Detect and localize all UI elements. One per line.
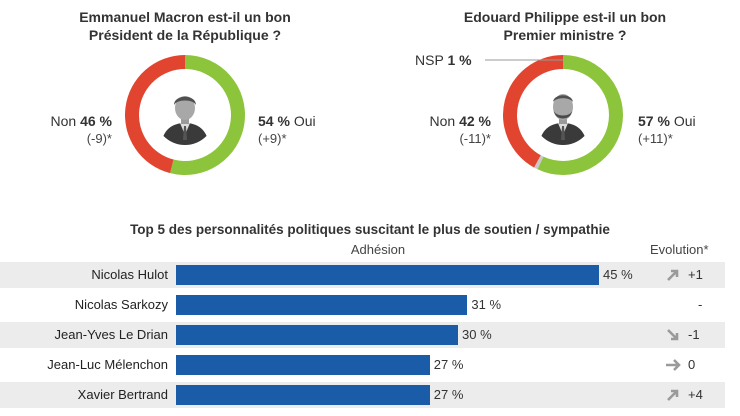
arrow-down-icon	[667, 329, 679, 341]
philippe-non-label: Non 42 % (-11)*	[405, 113, 492, 147]
macron-oui-pct: 54 %	[258, 113, 290, 129]
bar-value-label: 27 %	[433, 357, 464, 372]
donut-slice-non	[503, 55, 563, 168]
evolution-value: -1	[688, 327, 700, 342]
macron-title-line1: Emmanuel Macron est-il un bon	[79, 9, 291, 25]
bar	[176, 325, 458, 345]
philippe-portrait	[533, 85, 593, 145]
macron-non-change: (-9)*	[86, 131, 112, 146]
bar-row: Jean-Luc Mélenchon 27 % 0	[0, 352, 725, 378]
bar-category-label: Jean-Luc Mélenchon	[47, 357, 168, 372]
philippe-non-pct: 42 %	[459, 113, 491, 129]
bar-category-label: Jean-Yves Le Drian	[54, 327, 168, 342]
donut-slice-oui	[170, 55, 245, 175]
philippe-title-line1: Edouard Philippe est-il un bon	[463, 9, 667, 25]
bar-value-label: 31 %	[471, 297, 502, 312]
macron-non-word: Non	[50, 113, 77, 129]
philippe-nsp-label: NSP 1 %	[415, 52, 472, 69]
philippe-nsp-pct: 1 %	[447, 52, 472, 68]
bar-row: Nicolas Sarkozy 31 % -	[0, 292, 725, 318]
philippe-donut-chart	[503, 55, 623, 175]
philippe-non-word: Non	[429, 113, 456, 129]
arrow-flat-icon	[666, 359, 681, 371]
macron-question-title: Emmanuel Macron est-il un bon Président …	[30, 8, 340, 44]
macron-oui-label: 54 % Oui (+9)*	[258, 113, 316, 147]
adhesion-column-header: Adhésion	[350, 242, 406, 257]
philippe-oui-word: Oui	[673, 113, 696, 129]
bar	[176, 265, 599, 285]
arrow-up-icon	[667, 389, 679, 401]
donut-slice-non	[125, 55, 185, 174]
bar-value-label: 45 %	[603, 267, 633, 282]
evolution-value: +4	[688, 387, 703, 402]
bar-chart-title: Top 5 des personnalités politiques susci…	[130, 222, 610, 237]
bar	[176, 355, 430, 375]
philippe-donut-svg	[503, 55, 623, 175]
donut-slice-oui	[537, 55, 623, 175]
macron-portrait	[155, 85, 215, 145]
macron-donut-svg	[125, 55, 245, 175]
evolution-value: +1	[688, 267, 703, 282]
macron-title-line2: Président de la République ?	[88, 27, 282, 43]
bar-row: Xavier Bertrand 27 % +4	[0, 382, 725, 408]
philippe-oui-label: 57 % Oui (+11)*	[638, 113, 696, 147]
evolution-column-header: Evolution*	[650, 242, 709, 257]
evolution-value: -	[698, 297, 703, 312]
bar	[176, 385, 430, 405]
bar-row: Jean-Yves Le Drian 30 % -1	[0, 322, 725, 348]
macron-non-label: Non 46 % (-9)*	[30, 113, 113, 147]
philippe-oui-change: (+11)*	[638, 131, 673, 146]
macron-donut-chart	[125, 55, 245, 175]
philippe-question-title: Edouard Philippe est-il un bon Premier m…	[405, 8, 725, 44]
philippe-title-line2: Premier ministre ?	[503, 27, 627, 43]
evolution-value: 0	[688, 357, 696, 372]
bar-value-label: 30 %	[462, 327, 492, 342]
bar-category-label: Nicolas Sarkozy	[74, 297, 168, 312]
macron-oui-change: (+9)*	[258, 131, 287, 146]
macron-oui-word: Oui	[293, 113, 316, 129]
bar-row: Nicolas Hulot 45 % +1	[0, 262, 725, 288]
bar-value-label: 27 %	[433, 387, 464, 402]
donut-slice-nsp	[534, 155, 544, 170]
bar	[176, 295, 468, 315]
macron-non-pct: 46 %	[80, 113, 112, 129]
philippe-nsp-word: NSP	[415, 52, 444, 68]
nsp-leader-line	[485, 59, 563, 61]
arrow-up-icon	[667, 269, 679, 281]
bar-category-label: Xavier Bertrand	[77, 387, 168, 402]
philippe-oui-pct: 57 %	[638, 113, 670, 129]
philippe-non-change: (-11)*	[459, 131, 491, 146]
bar-category-label: Nicolas Hulot	[91, 267, 168, 282]
